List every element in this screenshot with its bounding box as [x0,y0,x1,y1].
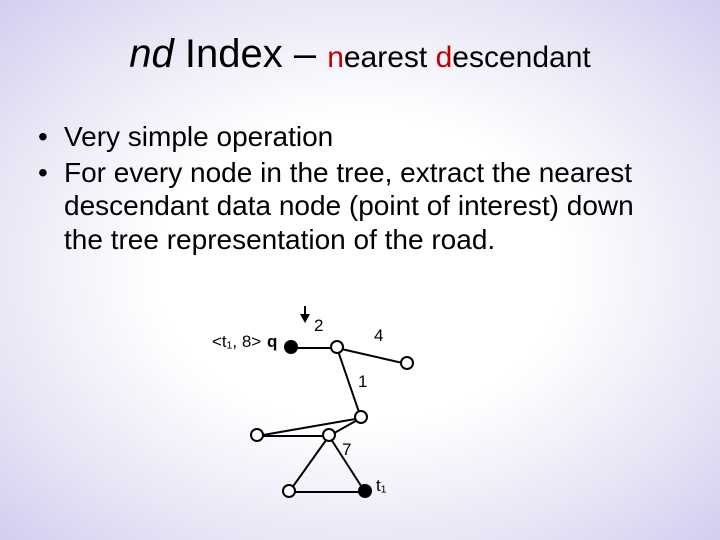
diagram-label-t1: t₁ [376,476,386,496]
bullet-list: • Very simple operation • For every node… [38,120,660,258]
diagram-label-e1: 1 [358,372,367,392]
bullet-text: For every node in the tree, extract the … [64,156,660,257]
title-rest2: escendant [452,41,590,74]
tree-node-open [282,484,296,498]
bullet-item: • Very simple operation [38,120,660,154]
bullet-text: Very simple operation [64,120,660,154]
tree-node-open [354,410,368,424]
diagram-label-e4: 4 [374,326,383,346]
tree-edge [288,435,330,492]
tree-edge [257,435,329,437]
title-nd: nd [129,32,174,76]
tree-node-open [400,356,414,370]
diagram-label-e7: 7 [342,440,351,460]
tree-node-filled [284,340,298,354]
title-d: d [436,41,453,74]
title-rest1: earest [344,41,436,74]
tree-node-open [250,428,264,442]
diagram-label-query: <t₁, 8> [212,332,261,352]
bullet-marker-icon: • [38,120,64,154]
bullet-marker-icon: • [38,156,64,257]
diagram-label-q: q [267,332,277,352]
tree-node-open [330,340,344,354]
diagram-label-e2: 2 [314,316,323,336]
tree-edge [289,491,365,493]
tree-edge [337,347,407,365]
slide-title: nd Index – nearest descendant [0,32,720,77]
bullet-item: • For every node in the tree, extract th… [38,156,660,257]
title-index: Index – [174,32,327,76]
title-n: n [327,41,344,74]
tree-diagram: <t₁, 8> q 2 4 1 7 t₁ [212,310,442,525]
arrow-down-icon [300,314,310,323]
tree-node-filled [358,484,372,498]
tree-node-open [322,428,336,442]
